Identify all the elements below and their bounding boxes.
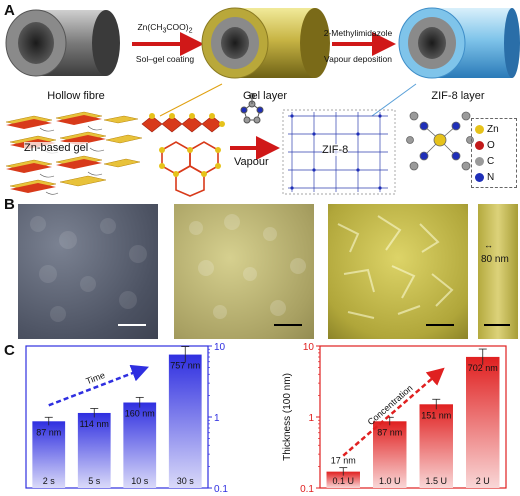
sem-image-zif8-cross-section	[478, 204, 518, 339]
sem-image-zif8-layer	[328, 204, 468, 339]
x-category-label: 0.1 U	[332, 476, 354, 486]
bar-value-label: 87 nm	[36, 427, 61, 437]
legend-c: C	[475, 153, 513, 169]
scale-bar	[274, 324, 302, 326]
bar	[123, 402, 157, 488]
concentration-thickness-chart: 0.1 1 10 17 nm 0.1 U 87 nm 1.0 U 151 nm 1.5 U 702…	[282, 342, 507, 495]
atom-legend: Zn O C N	[471, 118, 517, 188]
imidazole-molecule	[240, 93, 264, 124]
bar	[32, 421, 66, 488]
legend-o: O	[475, 137, 513, 153]
bar-value-label: 160 nm	[125, 409, 155, 419]
y-tick-label: 0.1	[300, 484, 314, 495]
panel-a-letter: A	[4, 2, 15, 19]
bar	[326, 471, 360, 488]
x-category-label: 30 s	[177, 476, 195, 486]
zn-gel-label: Zn-based gel	[24, 142, 89, 154]
zif8-label: ZIF-8	[322, 144, 349, 156]
trend-arrow	[48, 364, 149, 407]
bar-value-label: 114 nm	[80, 419, 109, 429]
thickness-arrow-icon: ↔	[484, 240, 493, 250]
zif-zoom-arrow	[371, 83, 417, 117]
gel-zoom-arrow	[159, 83, 223, 117]
bar	[373, 421, 407, 488]
scale-bar	[118, 324, 146, 326]
bar	[77, 412, 111, 488]
bar-value-label: 702 nm	[468, 363, 498, 373]
bar-value-label: 151 nm	[421, 410, 451, 420]
bar	[466, 356, 500, 488]
legend-zn: Zn	[475, 121, 513, 137]
time-thickness-chart: 0.1 1 10 87 nm 2 s 114 nm 5 s 160 nm 10 s 757 nm 3…	[25, 342, 228, 495]
panel-c-letter: C	[4, 342, 15, 359]
sem-image-gel-layer	[174, 204, 314, 339]
scale-bar	[484, 324, 510, 326]
x-category-label: 2 s	[43, 476, 56, 486]
gel-layer-label: Gel layer	[242, 90, 288, 102]
bar-value-label: 17 nm	[331, 456, 356, 466]
zif8-layer-fibre-illustration	[398, 7, 520, 79]
y-tick-label: 1	[308, 413, 314, 424]
y-tick-label: 1	[214, 413, 220, 424]
y-tick-label: 10	[214, 342, 226, 353]
hollow-fibre-illustration	[5, 9, 120, 77]
scale-bar	[426, 324, 454, 326]
zif8-layer-label: ZIF-8 layer	[431, 90, 485, 102]
x-category-label: 5 s	[88, 476, 101, 486]
c-dot-icon	[475, 156, 484, 166]
arrow1-reagent: Zn(CH3COO)2	[137, 22, 193, 35]
bar	[168, 354, 202, 488]
x-category-label: 2 U	[476, 476, 490, 486]
x-category-label: 1.5 U	[425, 476, 447, 486]
gel-layer-fibre-illustration	[201, 7, 330, 79]
x-category-label: 1.0 U	[379, 476, 401, 486]
y-axis-label: Thickness (100 nm)	[282, 373, 293, 461]
y-tick-label: 10	[303, 342, 315, 353]
arrow1-process: Sol–gel coating	[135, 54, 195, 64]
x-category-label: 10 s	[131, 476, 149, 486]
panel-b-letter: B	[4, 196, 15, 213]
bar-value-label: 87 nm	[377, 427, 402, 437]
y-tick-label: 0.1	[214, 484, 228, 495]
trend-arrow	[342, 367, 445, 457]
zif8-coordination-unit	[406, 111, 474, 171]
hollow-fibre-label: Hollow fibre	[47, 90, 105, 102]
o-dot-icon	[475, 140, 484, 150]
arrow2-process: Vapour deposition	[324, 54, 392, 64]
gel-crystal-structure	[141, 113, 225, 197]
n-dot-icon	[475, 172, 484, 182]
bar-value-label: 757 nm	[170, 361, 200, 371]
thickness-annotation: 80 nm	[481, 254, 509, 265]
legend-n: N	[475, 169, 513, 185]
bar	[419, 404, 453, 488]
zn-dot-icon	[475, 124, 484, 134]
sem-image-hollow-fibre	[18, 204, 158, 339]
vapour-label: Vapour	[234, 156, 269, 168]
arrow2-reagent: 2-Methylimidazole	[323, 28, 393, 38]
